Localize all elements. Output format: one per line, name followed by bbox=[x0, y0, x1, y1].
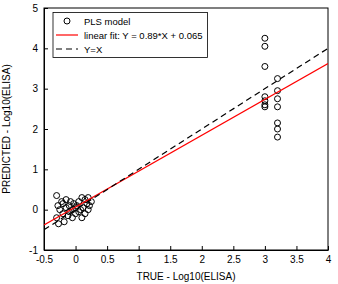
data-point bbox=[79, 215, 85, 221]
data-point bbox=[82, 211, 88, 217]
x-tick: 0 bbox=[73, 246, 79, 265]
x-axis-title: TRUE - Log10(ELISA) bbox=[137, 271, 236, 282]
data-point bbox=[60, 201, 66, 207]
y-tick-mark bbox=[44, 8, 48, 9]
series-line bbox=[44, 48, 328, 230]
series-line bbox=[44, 63, 328, 225]
y-tick: 2 bbox=[32, 124, 48, 135]
legend: PLS model linear fit: Y = 0.89*X + 0.065 Y… bbox=[53, 13, 208, 58]
x-tick: 1.5 bbox=[164, 246, 178, 265]
x-axis: -0.5 0 0.5 1 1.5 2 2.5 3 3.5 4 bbox=[36, 246, 332, 265]
y-tick: 0 bbox=[32, 204, 48, 215]
x-tick-label: 2.5 bbox=[227, 254, 241, 265]
x-tick-label: 4 bbox=[326, 254, 332, 265]
legend-swatch bbox=[56, 48, 78, 49]
x-tick-mark bbox=[139, 246, 140, 250]
y-tick: 5 bbox=[32, 3, 48, 14]
x-tick: 0.5 bbox=[101, 246, 115, 265]
data-point bbox=[262, 104, 268, 110]
y-tick-label: 0 bbox=[32, 204, 38, 215]
x-tick-mark bbox=[265, 246, 266, 250]
x-tick: 3.5 bbox=[290, 246, 304, 265]
y-tick-label: -1 bbox=[29, 245, 38, 256]
x-tick-mark bbox=[202, 246, 203, 250]
data-point bbox=[275, 126, 281, 132]
x-tick-label: -0.5 bbox=[36, 254, 54, 265]
legend-box bbox=[53, 13, 208, 58]
y-tick-mark bbox=[44, 129, 48, 130]
y-tick: 3 bbox=[32, 83, 48, 94]
data-point bbox=[61, 219, 67, 225]
x-tick-mark bbox=[328, 246, 329, 250]
y-axis-title: PREDICTED - Log10(ELISA) bbox=[1, 64, 12, 194]
x-axis-line bbox=[45, 250, 329, 251]
y-tick-mark bbox=[44, 48, 48, 49]
legend-label: PLS model bbox=[84, 16, 130, 27]
data-point bbox=[275, 134, 281, 140]
data-point bbox=[275, 120, 281, 126]
y-tick-label: 4 bbox=[32, 43, 38, 54]
x-tick-label: 2 bbox=[199, 254, 205, 265]
marks bbox=[44, 35, 328, 230]
x-tick: 2.5 bbox=[227, 246, 241, 265]
x-tick: 3 bbox=[263, 246, 269, 265]
data-point bbox=[57, 207, 63, 213]
x-tick-mark bbox=[107, 246, 108, 250]
x-tick-label: 1.5 bbox=[164, 254, 178, 265]
data-point bbox=[85, 207, 91, 213]
y-tick-label: 3 bbox=[32, 83, 38, 94]
data-point bbox=[275, 76, 281, 82]
x-tick-label: 0.5 bbox=[101, 254, 115, 265]
series-points bbox=[54, 35, 281, 227]
plot-frame bbox=[44, 8, 328, 250]
x-tick-mark bbox=[76, 246, 77, 250]
x-tick: 2 bbox=[199, 246, 205, 265]
legend-label: Y=X bbox=[84, 44, 103, 55]
y-tick-mark bbox=[44, 89, 48, 90]
y-tick-label: 5 bbox=[32, 3, 38, 14]
legend-swatch bbox=[64, 18, 70, 24]
chart: -0.5 0 0.5 1 1.5 2 2.5 3 3.5 4 -1 0 1 2 3 4 5 PLS model li… bbox=[0, 0, 338, 284]
data-point bbox=[54, 193, 60, 199]
x-tick-mark bbox=[296, 246, 297, 250]
x-tick-mark bbox=[170, 246, 171, 250]
y-axis: -1 0 1 2 3 4 5 bbox=[29, 3, 48, 256]
y-tick-label: 2 bbox=[32, 124, 38, 135]
x-tick-label: 3 bbox=[263, 254, 269, 265]
x-tick: 4 bbox=[326, 246, 332, 265]
data-point bbox=[262, 35, 268, 41]
legend-label: linear fit: Y = 0.89*X + 0.065 bbox=[84, 30, 203, 41]
x-tick-mark bbox=[233, 246, 234, 250]
legend-swatch bbox=[56, 34, 78, 35]
x-tick-label: 3.5 bbox=[290, 254, 304, 265]
data-point bbox=[262, 43, 268, 49]
x-tick-label: 0 bbox=[73, 254, 79, 265]
plot: -0.5 0 0.5 1 1.5 2 2.5 3 3.5 4 -1 0 1 2 3 4 5 PLS model li… bbox=[29, 3, 332, 265]
data-point bbox=[262, 63, 268, 69]
y-tick: 4 bbox=[32, 43, 48, 54]
data-point bbox=[275, 96, 281, 102]
x-tick-label: 1 bbox=[136, 254, 142, 265]
data-point bbox=[69, 215, 75, 221]
data-point bbox=[275, 104, 281, 110]
y-tick-mark bbox=[44, 169, 48, 170]
y-tick: -1 bbox=[29, 245, 48, 256]
y-tick-mark bbox=[44, 250, 48, 251]
y-tick-mark bbox=[44, 210, 48, 211]
x-tick: 1 bbox=[136, 246, 142, 265]
y-tick: 1 bbox=[32, 164, 48, 175]
y-tick-label: 1 bbox=[32, 164, 38, 175]
